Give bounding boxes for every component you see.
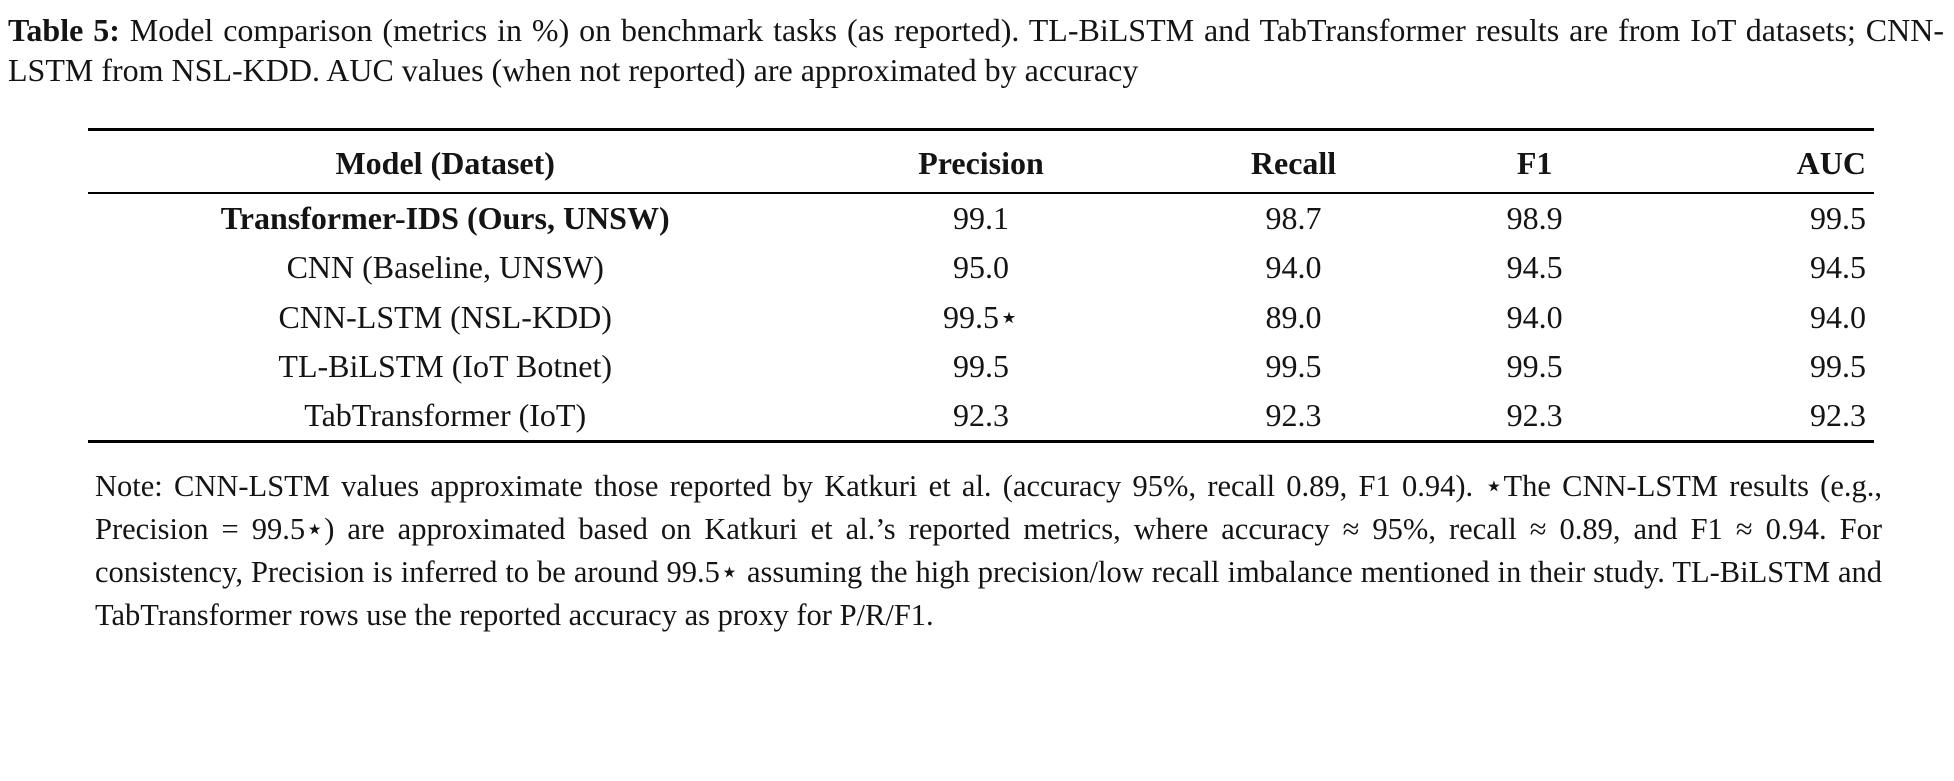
cell-recall: 92.3 [1265, 397, 1322, 433]
cell-precision: 99.1 [953, 200, 1009, 236]
cell-precision: 99.5 [953, 348, 1009, 384]
cell-model: TabTransformer (IoT) [304, 397, 587, 433]
table-row: CNN-LSTM (NSL-KDD) 99.5⋆ 89.0 94.0 94.0 [88, 292, 1874, 342]
table-row: TL-BiLSTM (IoT Botnet) 99.5 99.5 99.5 99… [88, 342, 1874, 391]
cell-model: Transformer-IDS (Ours, UNSW) [220, 200, 670, 236]
cell-f1: 92.3 [1506, 397, 1563, 433]
cell-auc: 94.0 [1810, 298, 1866, 335]
table-header-row: Model (Dataset) Precision Recall F1 AUC [88, 129, 1874, 194]
header-cell-recall: Recall [1159, 129, 1428, 194]
table-row: TabTransformer (IoT) 92.3 92.3 92.3 92.3 [88, 391, 1874, 442]
cell-f1: 99.5 [1506, 348, 1563, 384]
header-cell-precision: Precision [802, 129, 1160, 194]
cell-auc: 94.5 [1810, 249, 1866, 285]
cell-recall: 94.0 [1265, 249, 1322, 285]
table-caption: Table 5: Model comparison (metrics in %)… [0, 0, 1954, 90]
cell-auc: 99.5 [1810, 200, 1866, 236]
cell-precision: 95.0 [953, 249, 1009, 285]
table-caption-text: Model comparison (metrics in %) on bench… [8, 12, 1945, 88]
cell-f1: 98.9 [1506, 200, 1563, 236]
table-row: Model (Dataset) Precision Recall F1 AUC [88, 129, 1874, 194]
table-footnote: Note: CNN-LSTM values approximate those … [95, 469, 1882, 632]
cell-recall: 89.0 [1265, 298, 1322, 335]
header-cell-model: Model (Dataset) [88, 129, 803, 194]
cell-precision: 92.3 [953, 397, 1009, 433]
cell-recall: 98.7 [1265, 200, 1322, 236]
table-row: Transformer-IDS (Ours, UNSW) 99.1 98.7 9… [88, 193, 1874, 243]
header-cell-auc: AUC [1641, 129, 1874, 194]
cell-f1: 94.5 [1506, 249, 1563, 285]
table-row: CNN (Baseline, UNSW) 95.0 94.0 94.5 94.5 [88, 243, 1874, 292]
cell-auc: 99.5 [1810, 348, 1866, 384]
table-caption-label: Table 5: [8, 12, 120, 48]
cell-f1: 94.0 [1506, 298, 1563, 335]
cell-precision: 99.5⋆ [942, 299, 1020, 335]
cell-model: CNN-LSTM (NSL-KDD) [278, 298, 612, 335]
table-container: Model (Dataset) Precision Recall F1 AUC … [88, 128, 1874, 443]
header-cell-f1: F1 [1427, 129, 1642, 194]
table-body: Transformer-IDS (Ours, UNSW) 99.1 98.7 9… [88, 193, 1874, 442]
cell-model: CNN (Baseline, UNSW) [286, 249, 604, 285]
results-table: Model (Dataset) Precision Recall F1 AUC … [88, 128, 1874, 443]
cell-model: TL-BiLSTM (IoT Botnet) [278, 348, 612, 384]
cell-recall: 99.5 [1265, 348, 1322, 384]
cell-auc: 92.3 [1810, 397, 1866, 433]
